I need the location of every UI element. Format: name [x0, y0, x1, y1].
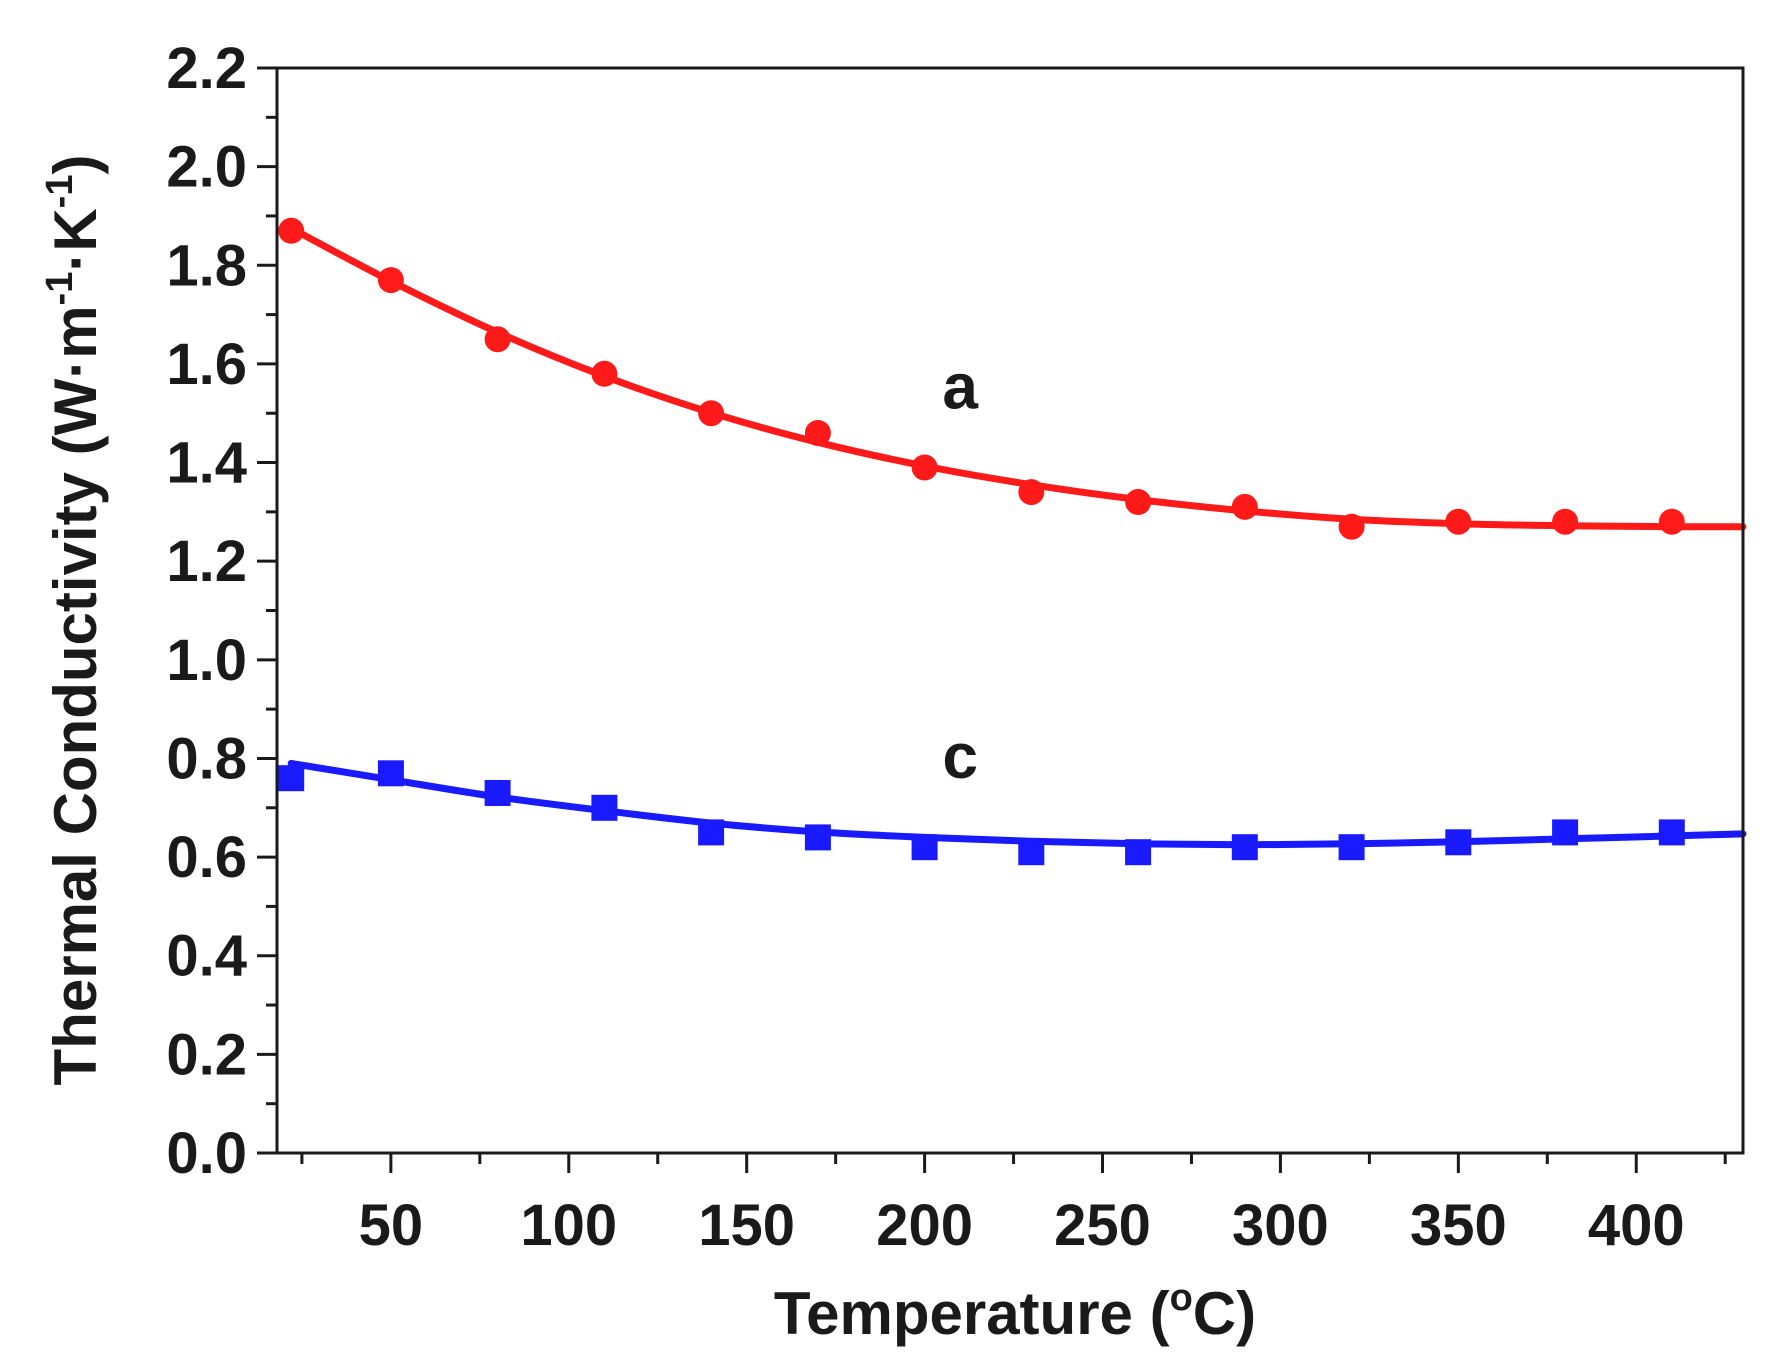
data-point-a	[1125, 489, 1152, 515]
data-point-a	[1552, 508, 1579, 535]
y-tick-label: 2.2	[166, 36, 247, 101]
data-point-a	[804, 420, 831, 446]
data-point-a	[484, 326, 511, 353]
x-tick-label: 400	[1588, 1193, 1685, 1258]
y-tick-label: 0.8	[166, 726, 247, 791]
y-axis-ticks: 0.0 0.2 0.4 0.6 0.8 1.0 1.2 1.4 1.6 1.8 2.0 2.2	[166, 36, 277, 1186]
y-tick-label: 1.0	[166, 628, 247, 693]
data-point-a	[1658, 508, 1685, 535]
x-tick-label: 100	[520, 1193, 617, 1258]
data-point-a	[278, 217, 305, 244]
data-point-a	[911, 454, 938, 481]
data-markers	[278, 217, 1685, 866]
data-point-c	[377, 760, 404, 787]
y-tick-label: 1.8	[166, 233, 247, 298]
x-tick-label: 50	[359, 1193, 424, 1258]
y-tick-label: 1.2	[166, 529, 247, 594]
data-point-c	[911, 834, 938, 861]
data-point-c	[591, 794, 618, 821]
x-tick-label: 150	[698, 1193, 795, 1258]
series-label-c: c	[942, 720, 978, 792]
data-point-c	[278, 765, 305, 792]
x-tick-label: 200	[876, 1193, 973, 1258]
x-tick-label: 300	[1232, 1193, 1329, 1258]
x-axis-ticks: 50 100 150 200 250 300 350 400	[300, 1153, 1727, 1258]
y-tick-label: 0.6	[166, 825, 247, 890]
data-point-a	[698, 400, 725, 427]
data-point-a	[1445, 508, 1472, 535]
y-tick-label: 1.6	[166, 332, 247, 397]
y-tick-label: 2.0	[166, 135, 247, 200]
x-tick-label: 250	[1054, 1193, 1151, 1258]
data-point-a	[1018, 479, 1045, 506]
y-axis-title: Thermal Conductivity (W·m-1·K-1)	[39, 155, 109, 1086]
data-point-a	[1338, 513, 1365, 540]
y-tick-label: 0.2	[166, 1022, 247, 1087]
y-tick-label: 0.4	[166, 924, 247, 989]
data-point-c	[1125, 839, 1152, 866]
data-point-c	[1552, 819, 1579, 846]
y-tick-label: 0.0	[166, 1121, 247, 1186]
data-point-c	[1338, 834, 1365, 861]
data-point-c	[1018, 839, 1045, 866]
data-point-c	[1231, 834, 1258, 861]
data-point-c	[1658, 819, 1685, 846]
series-labels: ac	[942, 350, 978, 792]
data-point-c	[1445, 829, 1472, 856]
series-label-a: a	[942, 350, 978, 422]
data-point-a	[591, 360, 618, 387]
data-point-c	[804, 824, 831, 851]
data-point-a	[1231, 493, 1258, 520]
data-point-c	[698, 819, 725, 846]
x-tick-label: 350	[1410, 1193, 1507, 1258]
y-tick-label: 1.4	[166, 431, 247, 496]
data-point-a	[377, 267, 404, 294]
x-axis-title: Temperature (oC)	[774, 1277, 1256, 1347]
data-point-c	[484, 780, 511, 806]
